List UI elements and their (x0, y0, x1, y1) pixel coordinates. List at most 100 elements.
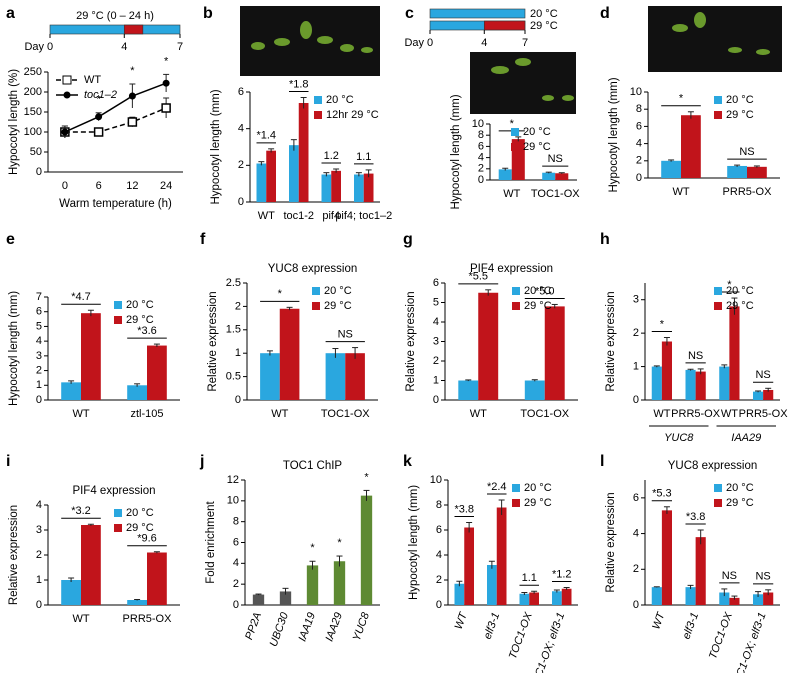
error-bar (731, 297, 738, 315)
bar (464, 527, 474, 605)
legend-swatch (114, 316, 122, 324)
legend-label: 20 °C (726, 94, 754, 106)
timeline-tick-label: 7 (177, 41, 183, 53)
bar (354, 174, 364, 202)
legend-swatch (512, 499, 520, 507)
bar (279, 308, 300, 400)
y-tick-label: 0 (36, 166, 42, 178)
error-bar (498, 499, 505, 515)
panel-label: a (6, 5, 15, 22)
error-bar (668, 159, 675, 162)
panel-label: g (403, 231, 413, 248)
timeline-tick-label: 0 (47, 41, 53, 53)
panel-label: b (203, 5, 213, 22)
error-bar (332, 348, 339, 358)
y-tick-label: 6 (238, 86, 244, 98)
y-tick-label: 6 (433, 277, 439, 289)
y-tick-label: 1.5 (226, 324, 241, 336)
timeline-tick-label: 7 (522, 37, 528, 49)
bar (727, 165, 747, 178)
error-bar (323, 172, 330, 177)
legend-swatch (714, 111, 722, 119)
x-tick-label: pif4; toc1–2 (335, 210, 392, 222)
legend-label: 29 °C (126, 522, 154, 534)
y-tick-label: 0 (233, 599, 239, 611)
legend-swatch (714, 499, 722, 507)
annotation: NS (722, 570, 737, 582)
y-tick-label: 0.5 (226, 371, 241, 383)
error-bar (755, 591, 762, 597)
y-tick-label: 0 (36, 599, 42, 611)
legend-swatch (714, 96, 722, 104)
annotation: NS (755, 369, 770, 381)
x-tick-label: TOC1-OX (531, 188, 580, 200)
y-tick-label: 4 (633, 527, 639, 539)
y-axis-label: Relative expression (605, 291, 617, 391)
error-bar (258, 161, 265, 166)
bar (555, 173, 569, 180)
legend-label: 12hr 29 °C (326, 109, 379, 121)
bar (651, 366, 662, 400)
y-tick-label: 4 (436, 549, 442, 561)
x-tick-label: TOC1-OX (520, 408, 569, 420)
error-bar (153, 551, 160, 554)
legend-label: 20 °C (324, 285, 352, 297)
x-tick-label: toc1-2 (283, 210, 314, 222)
error-bar (734, 164, 741, 167)
error-bar (134, 599, 141, 601)
bar (529, 592, 539, 605)
bar (289, 145, 299, 202)
error-bar (266, 350, 273, 356)
y-tick-label: 1 (36, 379, 42, 391)
legend-swatch (512, 287, 520, 295)
error-bar (553, 589, 560, 593)
y-axis-label: Relative expression (405, 291, 417, 391)
timeline-tick-label: 4 (121, 41, 127, 53)
error-bar (456, 580, 463, 587)
annotation: *5.0 (535, 285, 555, 297)
legend-swatch (314, 96, 322, 104)
legend-label: 20 °C (726, 482, 754, 494)
y-tick-label: 4 (233, 557, 239, 569)
y-tick-label: 2 (636, 155, 642, 167)
error-bar (663, 506, 670, 514)
x-tick-label: ztl-105 (130, 408, 163, 420)
annotation: * (660, 318, 665, 330)
bar (252, 594, 265, 605)
legend-swatch (512, 302, 520, 310)
y-tick-label: 6 (633, 492, 639, 504)
marker (93, 127, 104, 137)
error-bar (531, 379, 538, 382)
x-tick-label: 0 (62, 180, 68, 192)
y-tick-label: 6 (636, 120, 642, 132)
legend-label: 20 °C (126, 507, 154, 519)
chart-title: PIF4 expression (72, 485, 155, 497)
timeline-label: 29 °C (530, 20, 558, 32)
error-bar (731, 595, 738, 600)
warm-period (483, 20, 526, 31)
y-tick-label: 0 (636, 172, 642, 184)
panel-label: c (405, 5, 414, 22)
bar (298, 103, 309, 202)
panel-label: e (6, 231, 15, 248)
error-bar (721, 364, 728, 369)
bar (695, 537, 706, 605)
annotation: *5.5 (468, 271, 488, 283)
legend-swatch (314, 111, 322, 119)
y-tick-label: 0 (235, 394, 241, 406)
y-tick-label: 10 (630, 86, 642, 98)
y-tick-label: 2 (238, 159, 244, 171)
bar (325, 353, 346, 400)
y-axis-label: Hypocotyl length (mm) (608, 77, 620, 192)
timeline-label: 29 °C (0 – 24 h) (76, 10, 154, 22)
bar (360, 495, 373, 605)
y-tick-label: 1 (36, 574, 42, 586)
annotation: *4.7 (71, 291, 91, 303)
error-bar (300, 97, 307, 109)
y-tick-label: 4 (433, 316, 439, 328)
chart-title: TOC1 ChIP (283, 460, 343, 472)
y-tick-label: 2 (436, 574, 442, 586)
annotation: *3.8 (686, 511, 706, 523)
legend-swatch (512, 484, 520, 492)
